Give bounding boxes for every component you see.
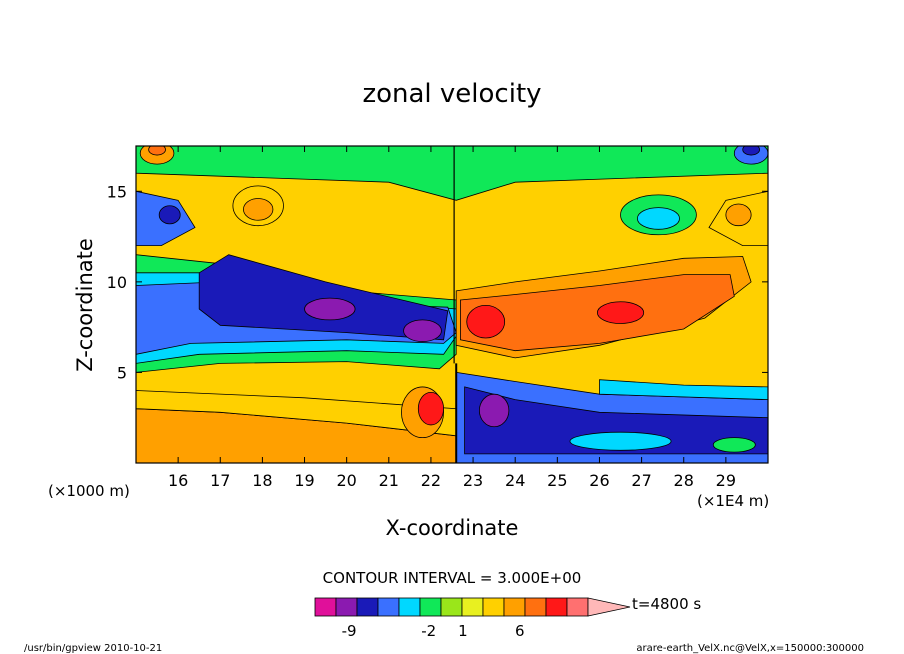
contour-region (478, 393, 510, 428)
y-tick-label: 5 (117, 363, 127, 382)
contour-region (599, 379, 768, 401)
contour-region (417, 391, 444, 426)
x-tick-label: 16 (168, 471, 188, 490)
contour-region (304, 297, 356, 321)
x-ticks: 16 17 18 19 20 21 22 23 24 25 26 27 28 29 (168, 146, 736, 490)
chart-title: zonal velocity (362, 79, 541, 109)
colorbar-label: 1 (458, 622, 468, 640)
contour-region (466, 305, 506, 339)
x-unit-left: (×1000 m) (48, 482, 130, 500)
footer-left: /usr/bin/gpview 2010-10-21 (24, 643, 162, 654)
colorbar-segment (398, 597, 421, 617)
y-axis-title: Z-coordinate (73, 238, 97, 372)
colorbar-segment (314, 597, 337, 617)
x-tick-label: 26 (589, 471, 609, 490)
y-tick-label: 10 (107, 273, 127, 292)
plot-frame (135, 145, 769, 464)
colorbar-segment (335, 597, 358, 617)
contour-interval-text: CONTOUR INTERVAL = 3.000E+00 (323, 569, 582, 587)
x-tick-label: 19 (294, 471, 314, 490)
contour-region (198, 254, 449, 341)
colorbar-segment (356, 597, 379, 617)
contour-region (148, 146, 166, 156)
colorbar-label: -2 (421, 622, 436, 640)
contour-region (569, 431, 672, 451)
colorbar-arrow (587, 597, 631, 617)
colorbar-segment (482, 597, 505, 617)
contour-region (712, 437, 756, 453)
y-tick-label: 15 (107, 182, 127, 201)
plot-area: 16 17 18 19 20 21 22 23 24 25 26 27 28 29 5 10 15 (107, 145, 769, 490)
contour-region (636, 207, 680, 230)
contour-region (742, 146, 760, 156)
colorbar-segment (461, 597, 484, 617)
contour-region (596, 301, 645, 324)
colorbar-segment (566, 597, 589, 617)
x-tick-label: 29 (716, 471, 736, 490)
contour-region (243, 198, 274, 221)
velocity-field (136, 146, 768, 463)
contour-region (725, 203, 752, 227)
x-tick-label: 18 (252, 471, 272, 490)
x-axis-title: X-coordinate (386, 516, 519, 540)
x-tick-label: 17 (210, 471, 230, 490)
y-ticks: 5 10 15 (107, 182, 768, 382)
colorbar-labels: -9 -2 1 6 (342, 622, 525, 640)
contour-region (136, 146, 768, 201)
colorbar-label: 6 (515, 622, 525, 640)
x-unit-right: (×1E4 m) (697, 492, 769, 510)
x-tick-label: 20 (336, 471, 356, 490)
colorbar-segment (503, 597, 526, 617)
x-tick-label: 21 (379, 471, 399, 490)
colorbar-segment (377, 597, 400, 617)
x-tick-label: 22 (421, 471, 441, 490)
colorbar-segment (545, 597, 568, 617)
colorbar-segment (524, 597, 547, 617)
colorbar-segment (440, 597, 463, 617)
colorbar (314, 597, 631, 617)
contour-region (158, 205, 181, 225)
time-label: t=4800 s (632, 595, 701, 613)
footer-right: arare-earth_VelX.nc@VelX,x=150000:300000 (636, 643, 864, 654)
contour-region (464, 386, 768, 455)
x-tick-label: 24 (505, 471, 525, 490)
x-tick-label: 28 (674, 471, 694, 490)
x-tick-label: 23 (463, 471, 483, 490)
colorbar-segment (419, 597, 442, 617)
colorbar-label: -9 (342, 622, 357, 640)
x-tick-label: 25 (547, 471, 567, 490)
x-tick-label: 27 (631, 471, 651, 490)
contour-region (403, 319, 442, 343)
